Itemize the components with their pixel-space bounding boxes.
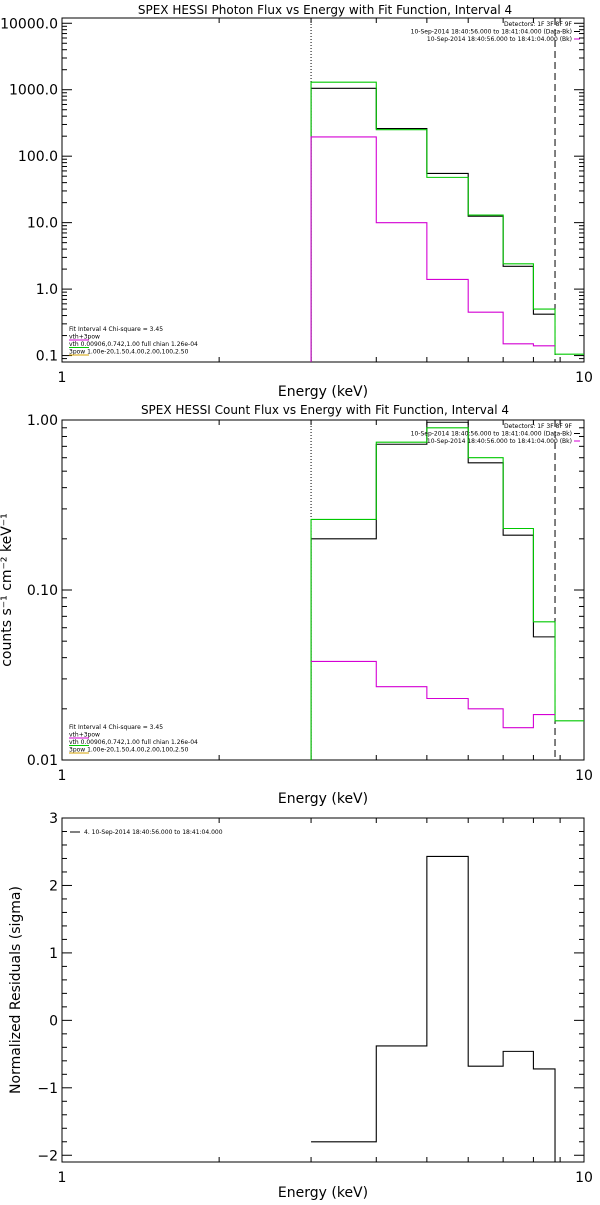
y-tick-label: −1 xyxy=(37,1081,58,1097)
chart-title: SPEX HESSI Count Flux vs Energy with Fit… xyxy=(141,403,509,417)
y-tick-label: 0 xyxy=(49,1013,58,1029)
y-tick-label: 0.1 xyxy=(36,349,58,365)
legend-entry: 10-Sep-2014 18:40:56.000 to 18:41:04.000… xyxy=(411,29,572,36)
plot-marks: 1 10 −2 −1 0 1 2 3 4. 10-Sep-2014 18:40:56.000 t… xyxy=(37,811,593,1186)
series-1-step-line xyxy=(310,81,584,362)
y-tick-label: 10.0 xyxy=(27,216,58,232)
y-tick-label: 0.01 xyxy=(27,753,58,769)
plot-marks: 1 10 0.1 1.0 10.0 100.0 1000.0 10000.0 Fit Inter… xyxy=(0,16,593,386)
x-axis-label: Energy (keV) xyxy=(278,791,368,807)
legend-entry: vth+3pow xyxy=(69,334,100,341)
chart-title: SPEX HESSI Photon Flux vs Energy with Fi… xyxy=(138,3,512,17)
legend-entry: 3pow 1.00e-20,1.50,4.00,2.00,100,2.50 xyxy=(69,747,189,754)
legend-entry: 3pow 1.00e-20,1.50,4.00,2.00,100,2.50 xyxy=(69,349,189,356)
y-axis-label: Normalized Residuals (sigma) xyxy=(8,886,24,1094)
y-tick-label: 10000.0 xyxy=(0,16,58,32)
y-tick-label: −2 xyxy=(37,1148,58,1164)
plot-frame xyxy=(61,17,585,363)
plot-marks: 1 10 0.01 0.10 1.00 Fit Interval 4 Chi-square… xyxy=(27,413,593,784)
legend-entry: Fit Interval 4 Chi-square = 3.45 xyxy=(69,724,163,731)
count-flux-panel: SPEX HESSI Count Flux vs Energy with Fit… xyxy=(0,403,593,807)
y-tick-label: 0.10 xyxy=(27,583,58,599)
photon-flux-panel: SPEX HESSI Photon Flux vs Energy with Fi… xyxy=(0,3,593,400)
y-tick-label: 2 xyxy=(49,878,58,894)
legend-entry: Fit Interval 4 Chi-square = 3.45 xyxy=(69,326,163,333)
series-0-step-line xyxy=(310,421,556,760)
y-tick-label: 1.0 xyxy=(36,282,58,298)
legend-entry: 4. 10-Sep-2014 18:40:56.000 to 18:41:04.… xyxy=(84,829,223,836)
plot-frame xyxy=(61,419,585,761)
x-tick-label: 1 xyxy=(58,768,67,784)
series-0-step-line xyxy=(311,855,556,1162)
legend-entry: 10-Sep-2014 18:40:56.000 to 18:41:04.000… xyxy=(427,36,572,43)
legend-entry: vth 0.00906,0.742,1.00 full chian 1.26e-… xyxy=(69,341,198,348)
legend-entry: Detectors: 1F 3F 8F 9F xyxy=(504,21,573,28)
plot-frame xyxy=(61,817,585,1163)
x-axis-label: Energy (keV) xyxy=(278,384,368,400)
x-tick-label: 10 xyxy=(575,768,593,784)
legend-entry: 10-Sep-2014 18:40:56.000 to 18:41:04.000… xyxy=(411,431,572,438)
legend-entry: vth 0.00906,0.742,1.00 full chian 1.26e-… xyxy=(69,739,198,746)
legend-entry: vth+3pow xyxy=(69,732,100,739)
y-tick-label: 1.00 xyxy=(27,413,58,429)
legend-entry: 10-Sep-2014 18:40:56.000 to 18:41:04.000… xyxy=(427,438,572,445)
y-axis-label: counts s⁻¹ cm⁻² keV⁻¹ xyxy=(0,513,15,667)
series-1-step-line xyxy=(310,427,584,760)
y-tick-label: 1000.0 xyxy=(9,83,58,99)
residuals-panel: 1 10 −2 −1 0 1 2 3 4. 10-Sep-2014 18:40:56.000 t… xyxy=(8,811,593,1201)
y-tick-label: 3 xyxy=(49,811,58,827)
x-tick-label: 1 xyxy=(58,370,67,386)
series-2-step-line xyxy=(310,136,556,362)
series-0-step-line xyxy=(310,87,556,362)
x-tick-label: 10 xyxy=(575,1170,593,1186)
x-axis-label: Energy (keV) xyxy=(278,1185,368,1200)
y-tick-label: 100.0 xyxy=(18,149,58,165)
x-tick-label: 1 xyxy=(58,1170,67,1186)
x-tick-label: 10 xyxy=(575,370,593,386)
series-2-step-line xyxy=(311,660,556,729)
y-tick-label: 1 xyxy=(49,946,58,962)
legend-entry: Detectors: 1F 3F 8F 9F xyxy=(504,423,573,430)
